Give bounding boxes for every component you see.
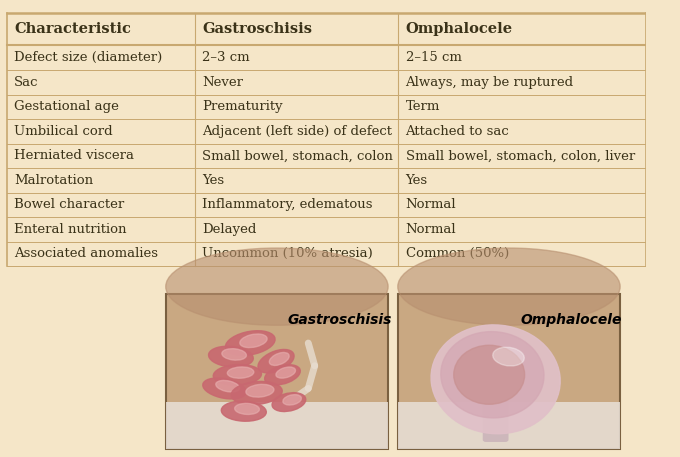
Ellipse shape <box>246 384 274 397</box>
Text: Always, may be ruptured: Always, may be ruptured <box>405 76 574 89</box>
Text: Characteristic: Characteristic <box>14 22 131 36</box>
Ellipse shape <box>240 334 267 348</box>
Text: Associated anomalies: Associated anomalies <box>14 247 158 260</box>
Text: Adjacent (left side) of defect: Adjacent (left side) of defect <box>203 125 392 138</box>
Text: Normal: Normal <box>405 223 456 236</box>
Text: 2–3 cm: 2–3 cm <box>203 51 250 64</box>
Text: Never: Never <box>203 76 243 89</box>
Text: Enteral nutrition: Enteral nutrition <box>14 223 126 236</box>
Ellipse shape <box>269 352 289 366</box>
Text: Yes: Yes <box>203 174 224 187</box>
Text: Normal: Normal <box>405 198 456 212</box>
Text: Omphalocele: Omphalocele <box>405 22 513 36</box>
Ellipse shape <box>272 393 306 412</box>
Text: Small bowel, stomach, colon, liver: Small bowel, stomach, colon, liver <box>405 149 634 162</box>
Ellipse shape <box>166 248 388 325</box>
Text: 2–15 cm: 2–15 cm <box>405 51 462 64</box>
FancyBboxPatch shape <box>398 403 620 449</box>
Text: Defect size (diameter): Defect size (diameter) <box>14 51 163 64</box>
Ellipse shape <box>235 404 259 414</box>
Ellipse shape <box>283 395 301 405</box>
Text: Gestational age: Gestational age <box>14 100 119 113</box>
FancyBboxPatch shape <box>166 403 388 449</box>
Ellipse shape <box>431 325 560 434</box>
Text: Gastroschisis: Gastroschisis <box>203 22 313 36</box>
FancyBboxPatch shape <box>398 294 620 449</box>
Ellipse shape <box>225 331 275 356</box>
Ellipse shape <box>258 350 294 373</box>
Text: Omphalocele: Omphalocele <box>521 313 622 327</box>
Text: Herniated viscera: Herniated viscera <box>14 149 134 162</box>
Text: Common (50%): Common (50%) <box>405 247 509 260</box>
Ellipse shape <box>209 346 253 367</box>
Ellipse shape <box>454 345 525 404</box>
Ellipse shape <box>221 401 267 421</box>
Text: Sac: Sac <box>14 76 39 89</box>
Ellipse shape <box>441 332 544 418</box>
Text: Prematurity: Prematurity <box>203 100 283 113</box>
Text: Malrotation: Malrotation <box>14 174 93 187</box>
Ellipse shape <box>276 367 296 378</box>
Ellipse shape <box>216 380 239 392</box>
Text: Yes: Yes <box>405 174 428 187</box>
Ellipse shape <box>227 367 254 378</box>
Text: Inflammatory, edematous: Inflammatory, edematous <box>203 198 373 212</box>
Text: Bowel character: Bowel character <box>14 198 124 212</box>
Ellipse shape <box>493 347 524 366</box>
Text: Umbilical cord: Umbilical cord <box>14 125 113 138</box>
Ellipse shape <box>203 378 246 399</box>
Ellipse shape <box>222 349 246 360</box>
Text: Delayed: Delayed <box>203 223 257 236</box>
Text: Attached to sac: Attached to sac <box>405 125 509 138</box>
FancyBboxPatch shape <box>166 294 388 449</box>
Ellipse shape <box>265 365 301 385</box>
Text: Small bowel, stomach, colon: Small bowel, stomach, colon <box>203 149 393 162</box>
Ellipse shape <box>231 382 282 404</box>
Text: Uncommon (10% atresia): Uncommon (10% atresia) <box>203 247 373 260</box>
Text: Gastroschisis: Gastroschisis <box>287 313 392 327</box>
Text: Term: Term <box>405 100 440 113</box>
FancyBboxPatch shape <box>483 401 509 442</box>
Ellipse shape <box>214 365 262 385</box>
Ellipse shape <box>398 248 620 325</box>
